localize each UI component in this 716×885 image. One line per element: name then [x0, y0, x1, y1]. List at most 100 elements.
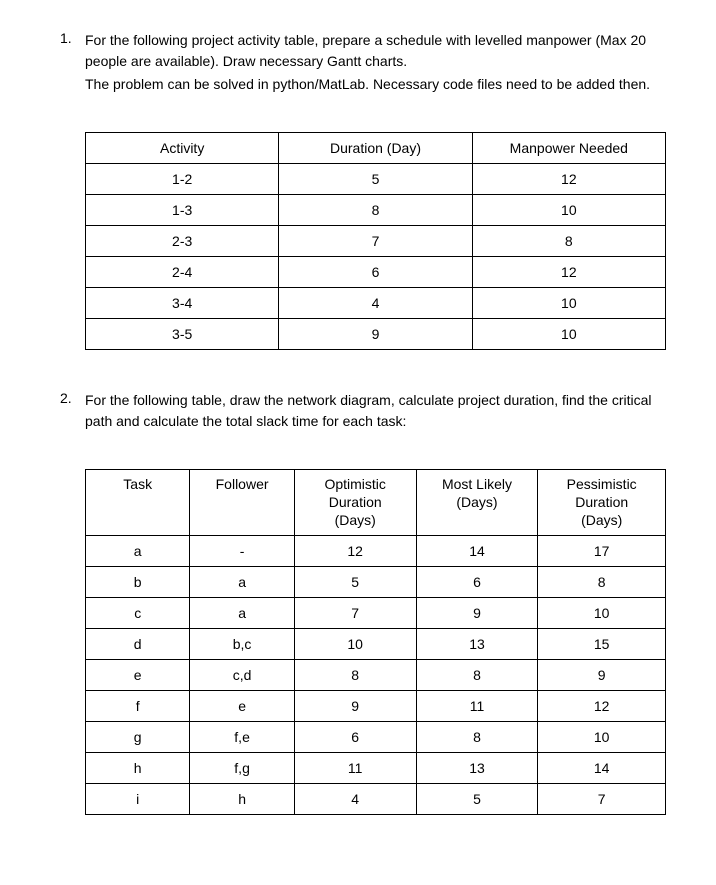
table-row: fe91112	[86, 690, 666, 721]
table-cell: a	[86, 535, 190, 566]
table-cell: h	[190, 783, 294, 814]
col-optimistic: Optimistic Duration (Days)	[294, 470, 416, 536]
table-row: ca7910	[86, 597, 666, 628]
table-cell: 12	[472, 164, 665, 195]
table-cell: 7	[279, 226, 472, 257]
table-cell: 4	[294, 783, 416, 814]
table-cell: 13	[416, 628, 538, 659]
table-cell: 6	[416, 566, 538, 597]
question-2-text-line1: For the following table, draw the networ…	[85, 390, 666, 432]
table-cell: b,c	[190, 628, 294, 659]
table-cell: -	[190, 535, 294, 566]
table-cell: a	[190, 566, 294, 597]
table-cell: 5	[294, 566, 416, 597]
table-row: 3-5910	[86, 319, 666, 350]
table-cell: 10	[538, 721, 666, 752]
activity-table-body: 1-25121-38102-3782-46123-44103-5910	[86, 164, 666, 350]
table-cell: 17	[538, 535, 666, 566]
table-cell: 8	[538, 566, 666, 597]
table-cell: f	[86, 690, 190, 721]
question-2: 2. For the following table, draw the net…	[60, 390, 666, 815]
table-cell: 2-4	[86, 257, 279, 288]
table-cell: 11	[416, 690, 538, 721]
table-cell: e	[190, 690, 294, 721]
table-cell: 3-4	[86, 288, 279, 319]
table-cell: 3-5	[86, 319, 279, 350]
question-2-text: For the following table, draw the networ…	[85, 390, 666, 434]
table-row: 1-2512	[86, 164, 666, 195]
table-cell: 8	[416, 721, 538, 752]
table-cell: 8	[279, 195, 472, 226]
table-cell: c	[86, 597, 190, 628]
table-cell: 7	[538, 783, 666, 814]
col-activity: Activity	[86, 133, 279, 164]
task-table: Task Follower Optimistic Duration (Days)…	[85, 469, 666, 815]
table-row: ih457	[86, 783, 666, 814]
col-manpower: Manpower Needed	[472, 133, 665, 164]
table-cell: 9	[416, 597, 538, 628]
table-cell: 8	[416, 659, 538, 690]
table-cell: 7	[294, 597, 416, 628]
table-row: 2-4612	[86, 257, 666, 288]
table-row: 1-3810	[86, 195, 666, 226]
table-cell: 12	[294, 535, 416, 566]
table-row: gf,e6810	[86, 721, 666, 752]
table-cell: 12	[472, 257, 665, 288]
table-header-row: Task Follower Optimistic Duration (Days)…	[86, 470, 666, 536]
table-cell: 9	[294, 690, 416, 721]
col-pessimistic: Pessimistic Duration (Days)	[538, 470, 666, 536]
table-cell: 11	[294, 752, 416, 783]
question-1-number: 1.	[60, 30, 85, 46]
table-row: ec,d889	[86, 659, 666, 690]
table-row: hf,g111314	[86, 752, 666, 783]
col-follower: Follower	[190, 470, 294, 536]
table-cell: 13	[416, 752, 538, 783]
table-cell: 4	[279, 288, 472, 319]
table-cell: 5	[279, 164, 472, 195]
table-cell: 10	[538, 597, 666, 628]
table-cell: h	[86, 752, 190, 783]
table-cell: d	[86, 628, 190, 659]
table-cell: 5	[416, 783, 538, 814]
table-cell: 10	[294, 628, 416, 659]
table-cell: e	[86, 659, 190, 690]
table-cell: 2-3	[86, 226, 279, 257]
table-cell: i	[86, 783, 190, 814]
question-1-text-line1: For the following project activity table…	[85, 30, 666, 72]
table-cell: 9	[538, 659, 666, 690]
table-row: ba568	[86, 566, 666, 597]
col-mostlikely: Most Likely (Days)	[416, 470, 538, 536]
question-1-content: 1. For the following project activity ta…	[60, 30, 666, 97]
question-1-text-line2: The problem can be solved in python/MatL…	[85, 74, 666, 95]
table-cell: 14	[538, 752, 666, 783]
table-cell: 1-2	[86, 164, 279, 195]
table-cell: f,e	[190, 721, 294, 752]
col-duration: Duration (Day)	[279, 133, 472, 164]
activity-table: Activity Duration (Day) Manpower Needed …	[85, 132, 666, 350]
table-row: db,c101315	[86, 628, 666, 659]
table-cell: 14	[416, 535, 538, 566]
table-cell: 1-3	[86, 195, 279, 226]
table-cell: b	[86, 566, 190, 597]
table-cell: a	[190, 597, 294, 628]
table-cell: c,d	[190, 659, 294, 690]
table-row: 2-378	[86, 226, 666, 257]
table-cell: 12	[538, 690, 666, 721]
table-cell: 8	[294, 659, 416, 690]
question-2-number: 2.	[60, 390, 85, 406]
table-row: a-121417	[86, 535, 666, 566]
question-2-content: 2. For the following table, draw the net…	[60, 390, 666, 434]
task-table-body: a-121417ba568ca7910db,c101315ec,d889fe91…	[86, 535, 666, 814]
table-cell: 6	[279, 257, 472, 288]
question-1-text: For the following project activity table…	[85, 30, 666, 97]
table-row: 3-4410	[86, 288, 666, 319]
table-cell: 10	[472, 288, 665, 319]
table-cell: g	[86, 721, 190, 752]
table-cell: 10	[472, 319, 665, 350]
question-1: 1. For the following project activity ta…	[60, 30, 666, 350]
col-task: Task	[86, 470, 190, 536]
table-cell: 10	[472, 195, 665, 226]
table-cell: 6	[294, 721, 416, 752]
table-cell: 8	[472, 226, 665, 257]
table-header-row: Activity Duration (Day) Manpower Needed	[86, 133, 666, 164]
